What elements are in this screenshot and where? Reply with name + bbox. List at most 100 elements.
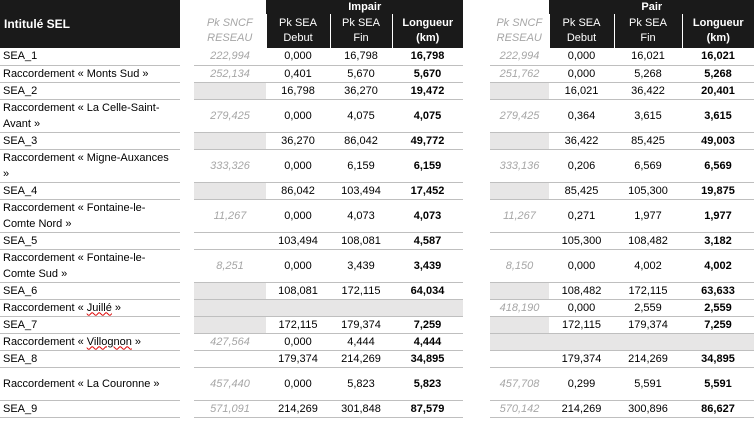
row-label: Raccordement « Villognon » [0,333,180,351]
row-label: Raccordement « Migne-Auxances » [0,149,180,183]
pair-pk-sncf: 251,762 [490,65,549,83]
pair-pk-debut: 0,364 [549,99,614,133]
row-label: Raccordement « Fontaine-le-Comte Sud » [0,249,180,283]
impair-pk-debut: 86,042 [266,182,330,200]
pair-pk-sncf [490,316,549,334]
table-row: SEA_9 571,091 214,269 301,848 87,579 570… [0,400,754,418]
pair-pk-debut: 85,425 [549,182,614,200]
impair-pk-fin: 16,798 [330,48,392,66]
impair-pk-fin: 86,042 [330,132,392,150]
pair-longueur: 63,633 [682,282,754,300]
pair-pk-debut: 0,299 [549,367,614,401]
impair-longueur: 6,159 [392,149,463,183]
impair-pk-sncf [194,350,266,368]
pair-pk-fin: 105,300 [614,182,682,200]
pair-pk-fin: 3,615 [614,99,682,133]
impair-pk-debut: 0,000 [266,333,330,351]
pair-pk-debut: 0,000 [549,299,614,317]
impair-pk-sncf [194,316,266,334]
impair-pk-fin: 4,444 [330,333,392,351]
pair-pk-fin: 214,269 [614,350,682,368]
table-row: Raccordement « Villognon » 427,564 0,000… [0,333,754,351]
table-row: Raccordement « Migne-Auxances » 333,326 … [0,149,754,183]
table-row: SEA_8 179,374 214,269 34,895 179,374 214… [0,350,754,368]
impair-pk-fin: 301,848 [330,400,392,418]
impair-pk-sncf: 333,326 [194,149,266,183]
pair-longueur: 20,401 [682,82,754,100]
pair-pk-debut: 0,000 [549,65,614,83]
impair-pk-sncf: 279,425 [194,99,266,133]
group-pair: Pair [548,0,754,14]
pair-pk-debut: 172,115 [549,316,614,334]
impair-longueur: 17,452 [392,182,463,200]
col-header-longueur: Longueur (km) [681,14,754,48]
pair-pk-debut: 179,374 [549,350,614,368]
impair-pk-sncf [194,282,266,300]
impair-pk-debut: 172,115 [266,316,330,334]
impair-pk-debut [266,299,330,317]
pair-longueur: 6,569 [682,149,754,183]
col-header-pk-fin: Pk SEA Fin [613,14,682,48]
table-row: SEA_5 103,494 108,081 4,587 105,300 108,… [0,232,754,250]
impair-pk-fin [330,299,392,317]
pair-pk-sncf [490,350,549,368]
row-label: Raccordement « Juillé » [0,299,180,317]
impair-pk-sncf [194,232,266,250]
impair-longueur: 64,034 [392,282,463,300]
pair-pk-debut: 0,271 [549,199,614,233]
pair-pk-fin: 6,569 [614,149,682,183]
impair-pk-debut: 0,000 [266,149,330,183]
impair-longueur: 87,579 [392,400,463,418]
impair-pk-sncf: 222,994 [194,48,266,66]
impair-pk-debut: 179,374 [266,350,330,368]
col-header-pk-sncf: Pk SNCF RESEAU [194,14,266,48]
pair-pk-sncf [490,282,549,300]
pair-pk-debut: 16,021 [549,82,614,100]
pair-pk-sncf [490,232,549,250]
table-row: SEA_2 16,798 36,270 19,472 16,021 36,422… [0,82,754,100]
pair-longueur: 16,021 [682,48,754,66]
table-row: Raccordement « Monts Sud » 252,134 0,401… [0,65,754,83]
impair-longueur [392,299,463,317]
impair-pk-debut: 0,000 [266,99,330,133]
pair-pk-fin: 179,374 [614,316,682,334]
row-label: SEA_5 [0,232,180,250]
impair-pk-fin: 3,439 [330,249,392,283]
pair-longueur: 5,591 [682,367,754,401]
impair-pk-fin: 172,115 [330,282,392,300]
impair-longueur: 7,259 [392,316,463,334]
impair-pk-debut: 108,081 [266,282,330,300]
pair-pk-sncf: 418,190 [490,299,549,317]
table-row: SEA_3 36,270 86,042 49,772 36,422 85,425… [0,132,754,150]
row-label: SEA_1 [0,48,180,66]
impair-pk-fin: 4,073 [330,199,392,233]
pair-pk-sncf [490,333,549,351]
pair-pk-fin: 2,559 [614,299,682,317]
pair-longueur: 7,259 [682,316,754,334]
group-impair: Impair [265,0,463,14]
impair-longueur: 49,772 [392,132,463,150]
impair-pk-fin: 36,270 [330,82,392,100]
pair-pk-fin [614,333,682,351]
impair-longueur: 34,895 [392,350,463,368]
pair-pk-sncf [490,182,549,200]
pair-pk-fin: 300,896 [614,400,682,418]
table-row: Raccordement « La Couronne » 457,440 0,0… [0,367,754,401]
impair-pk-fin: 214,269 [330,350,392,368]
pair-pk-debut: 108,482 [549,282,614,300]
row-label: Raccordement « Fontaine-le-Comte Nord » [0,199,180,233]
pair-pk-sncf: 333,136 [490,149,549,183]
impair-pk-sncf [194,132,266,150]
table-row: SEA_4 86,042 103,494 17,452 85,425 105,3… [0,182,754,200]
pair-longueur: 3,182 [682,232,754,250]
pair-pk-sncf: 570,142 [490,400,549,418]
table-row: Raccordement « Fontaine-le-Comte Sud » 8… [0,249,754,283]
pair-longueur: 1,977 [682,199,754,233]
impair-pk-debut: 16,798 [266,82,330,100]
impair-pk-fin: 103,494 [330,182,392,200]
row-label: Raccordement « La Celle-Saint-Avant » [0,99,180,133]
table-row: SEA_7 172,115 179,374 7,259 172,115 179,… [0,316,754,334]
pair-pk-fin: 85,425 [614,132,682,150]
pair-pk-debut: 105,300 [549,232,614,250]
